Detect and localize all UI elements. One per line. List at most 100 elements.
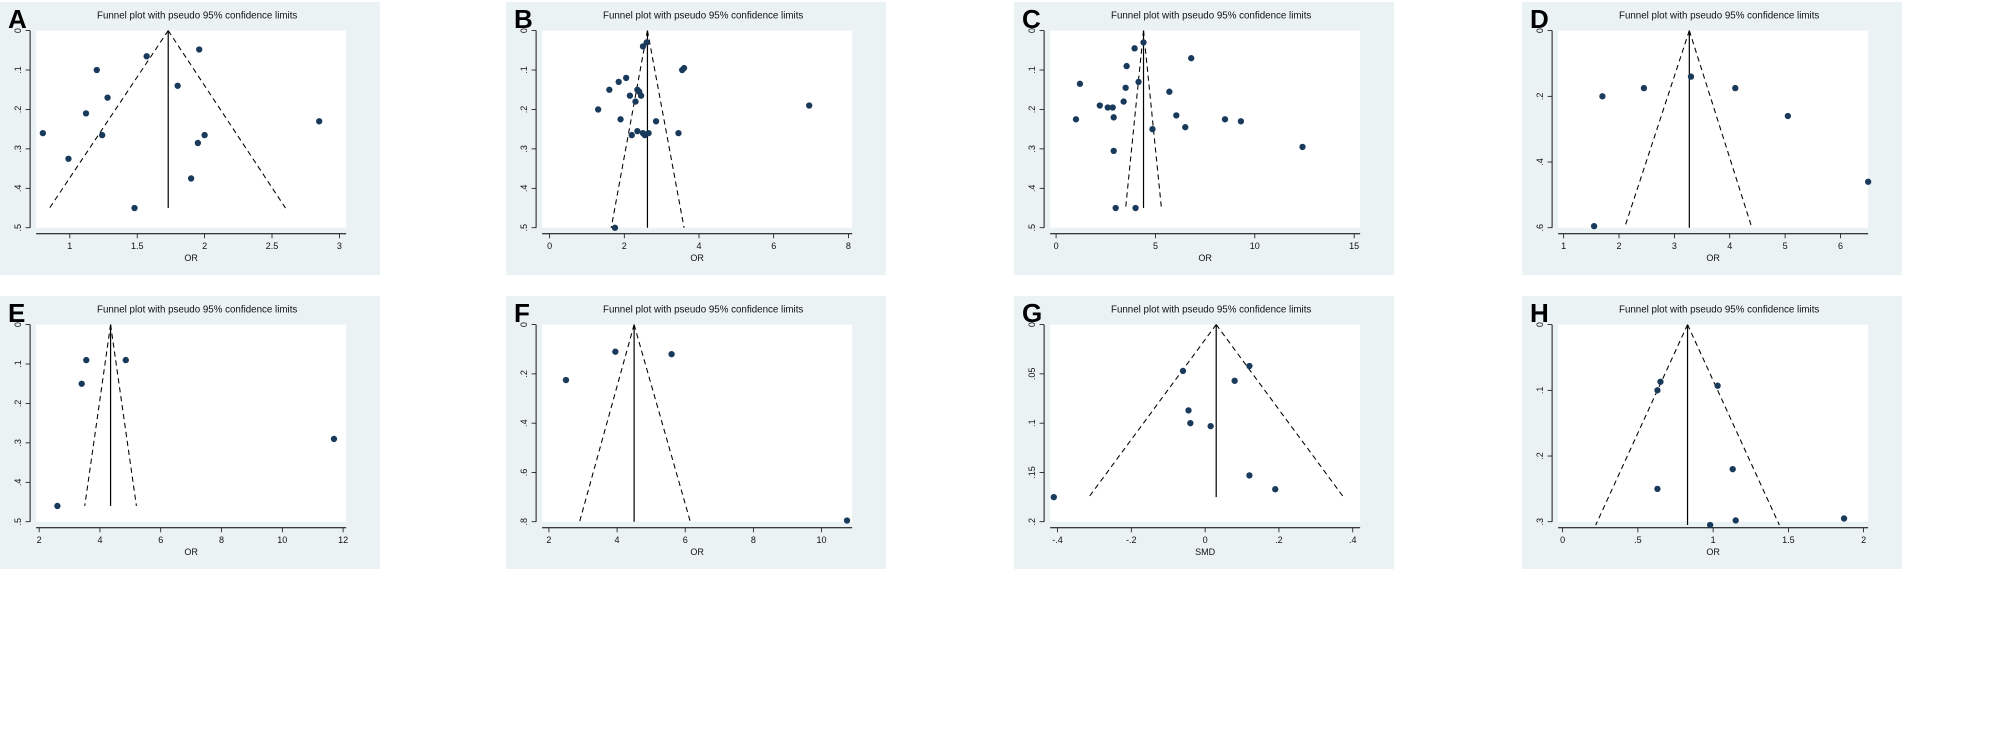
x-tick-label: 2 (202, 241, 207, 251)
panel-D: D Funnel plot with pseudo 95% confidence… (1522, 2, 1902, 275)
study-point (1654, 485, 1661, 493)
plot-title: Funnel plot with pseudo 95% confidence l… (1111, 305, 1311, 316)
x-tick-label: 4 (97, 535, 102, 545)
study-point (1231, 377, 1238, 384)
x-tick-label: 3 (1672, 241, 1677, 251)
study-point (1687, 73, 1695, 80)
study-point (1096, 102, 1103, 109)
plot-area (542, 30, 853, 228)
x-tick-label: 0 (1203, 535, 1208, 545)
x-tick-label: 1 (1711, 535, 1716, 545)
panel-label: D (1530, 4, 1549, 34)
y-tick-label: .4 (1535, 158, 1545, 166)
panel-G: G Funnel plot with pseudo 95% confidence… (1014, 296, 1394, 569)
y-tick-label: .4 (519, 185, 529, 193)
x-tick-label: 10 (1250, 241, 1260, 251)
study-point (637, 92, 645, 99)
study-point (1132, 204, 1139, 212)
y-tick-label: .5 (13, 518, 23, 526)
y-tick-label: .05 (1027, 368, 1037, 381)
study-point (1112, 204, 1119, 212)
study-point (1640, 84, 1648, 92)
panel-label: C (1022, 4, 1041, 34)
y-tick-label: .5 (519, 224, 529, 232)
study-point (1104, 104, 1111, 111)
x-tick-label: 1.5 (131, 241, 144, 251)
study-point (83, 356, 90, 364)
x-axis-label: OR (1706, 547, 1720, 557)
study-point (174, 82, 181, 89)
study-point (1246, 362, 1253, 370)
study-point (806, 102, 813, 109)
x-tick-label: 0 (1560, 535, 1565, 545)
study-point (1714, 382, 1721, 389)
study-point (675, 129, 682, 137)
y-tick-label: .1 (1027, 419, 1037, 427)
plot-title: Funnel plot with pseudo 95% confidence l… (603, 305, 803, 316)
y-tick-label: .8 (519, 518, 529, 526)
y-tick-label: .15 (1027, 466, 1037, 479)
study-point (1187, 420, 1194, 427)
study-point (65, 155, 72, 162)
study-point (54, 502, 61, 510)
y-tick-label: .2 (13, 106, 23, 114)
ci-limit-left (1624, 30, 1690, 228)
panel-C: C Funnel plot with pseudo 95% confidence… (1014, 2, 1394, 275)
x-tick-label: -.4 (1052, 535, 1063, 545)
panel-H: H Funnel plot with pseudo 95% confidence… (1522, 296, 1902, 569)
x-axis-label: OR (184, 547, 198, 557)
study-point (1173, 112, 1180, 119)
y-tick-label: .1 (1027, 66, 1037, 74)
x-tick-label: 5 (1783, 241, 1788, 251)
study-point (628, 131, 635, 139)
study-point (143, 53, 150, 60)
plot-title: Funnel plot with pseudo 95% confidence l… (1619, 305, 1819, 316)
ci-limit-right (1142, 30, 1162, 209)
x-tick-label: 6 (771, 241, 776, 251)
ci-limit-left (1125, 30, 1145, 209)
study-point (1149, 126, 1156, 133)
study-point (1732, 517, 1739, 524)
x-tick-label: 5 (1153, 241, 1158, 251)
x-tick-label: 1.5 (1782, 535, 1795, 545)
study-point (1207, 422, 1214, 430)
plot-title: Funnel plot with pseudo 95% confidence l… (1111, 11, 1311, 22)
y-tick-label: .1 (1535, 387, 1545, 395)
y-tick-label: 0 (1535, 28, 1545, 33)
x-axis-label: OR (690, 253, 704, 263)
study-point (1221, 116, 1229, 123)
x-tick-label: .4 (1349, 535, 1357, 545)
funnel-plot-A: Funnel plot with pseudo 95% confidence l… (13, 11, 347, 263)
study-point (1110, 114, 1117, 121)
x-tick-label: 8 (751, 535, 756, 545)
study-point (1732, 84, 1739, 92)
x-tick-label: 0 (547, 241, 552, 251)
panel-label: E (8, 298, 26, 328)
y-tick-label: .1 (519, 66, 529, 74)
funnel-plot-E: Funnel plot with pseudo 95% confidence l… (13, 305, 348, 557)
study-point (1864, 178, 1872, 185)
y-tick-label: 0 (1027, 28, 1037, 33)
study-point (196, 46, 203, 53)
y-tick-label: .6 (519, 469, 529, 477)
x-axis-label: SMD (1195, 547, 1216, 557)
y-tick-label: .1 (13, 66, 23, 74)
y-tick-label: .4 (13, 185, 23, 193)
study-point (615, 78, 622, 86)
x-tick-label: .5 (1634, 535, 1642, 545)
study-point (82, 110, 90, 117)
study-point (632, 98, 639, 105)
study-point (680, 64, 688, 72)
x-tick-label: 0 (1054, 241, 1059, 251)
y-tick-label: 0 (13, 322, 23, 327)
x-tick-label: 10 (816, 535, 826, 545)
study-point (1185, 407, 1192, 414)
study-point (643, 39, 650, 46)
study-point (1246, 472, 1253, 479)
study-point (122, 356, 129, 364)
study-point (1706, 521, 1714, 529)
ci-limit-right (646, 30, 685, 228)
study-point (39, 129, 47, 137)
study-point (1166, 88, 1173, 95)
study-point (1135, 78, 1142, 86)
